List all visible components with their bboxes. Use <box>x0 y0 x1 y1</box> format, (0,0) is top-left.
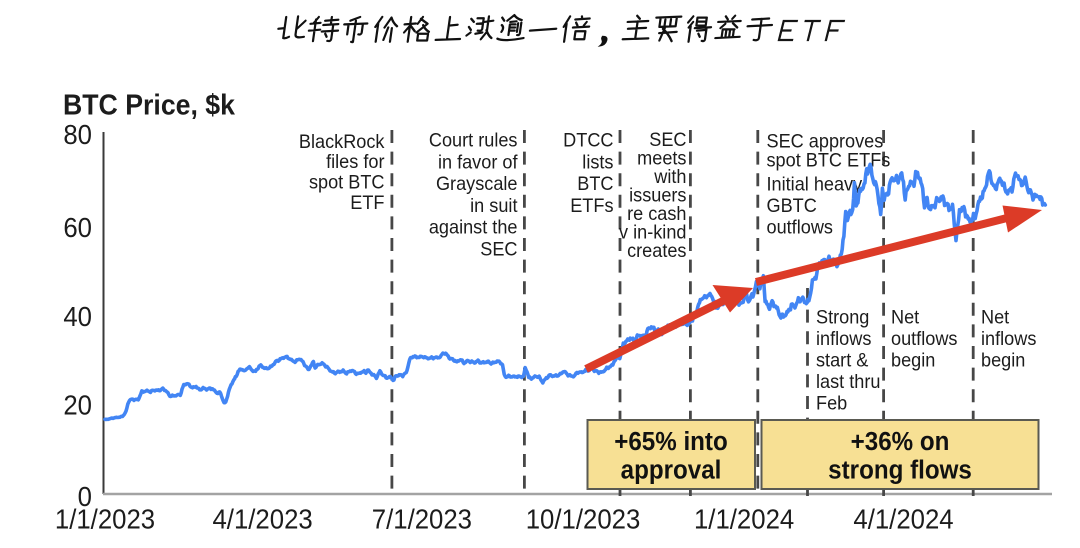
svg-text:BlackRock: BlackRock <box>299 130 385 152</box>
svg-text:DTCC: DTCC <box>563 129 613 151</box>
svg-text:creates: creates <box>627 240 686 262</box>
svg-text:40: 40 <box>63 301 92 332</box>
svg-text:20: 20 <box>63 390 92 421</box>
svg-text:inflows: inflows <box>981 327 1036 349</box>
svg-text:re cash: re cash <box>627 203 686 225</box>
svg-text:+65% into: +65% into <box>614 427 727 456</box>
svg-text:Net: Net <box>981 306 1010 328</box>
svg-text:Grayscale: Grayscale <box>436 172 518 194</box>
svg-text:inflows: inflows <box>816 327 871 349</box>
svg-text:80: 80 <box>63 119 92 150</box>
svg-text:4/1/2024: 4/1/2024 <box>853 504 953 535</box>
svg-text:meets: meets <box>637 147 686 169</box>
svg-text:ETFs: ETFs <box>570 194 613 216</box>
svg-text:1/1/2024: 1/1/2024 <box>694 504 794 535</box>
svg-text:against the: against the <box>429 216 518 238</box>
svg-text:begin: begin <box>891 349 935 371</box>
svg-text:spot BTC ETFs: spot BTC ETFs <box>767 149 891 171</box>
svg-text:v in-kind: v in-kind <box>619 221 686 243</box>
svg-text:SEC: SEC <box>480 238 517 260</box>
svg-text:with: with <box>653 166 686 188</box>
svg-text:lists: lists <box>582 151 613 173</box>
svg-text:Net: Net <box>891 306 920 328</box>
svg-text:SEC: SEC <box>649 129 686 151</box>
svg-text:files for: files for <box>326 151 384 173</box>
svg-text:spot BTC: spot BTC <box>309 171 385 193</box>
svg-text:0: 0 <box>78 481 92 512</box>
svg-text:ETF: ETF <box>350 191 384 213</box>
svg-text:BTC: BTC <box>577 173 613 195</box>
svg-text:in suit: in suit <box>470 194 518 216</box>
svg-text:Feb: Feb <box>816 392 847 414</box>
svg-text:7/1/2023: 7/1/2023 <box>372 504 472 535</box>
svg-text:in favor of: in favor of <box>438 151 518 173</box>
svg-text:SEC approves: SEC approves <box>767 130 884 152</box>
svg-text:Initial heavy: Initial heavy <box>767 173 863 195</box>
svg-text:outflows: outflows <box>891 327 957 349</box>
svg-text:+36% on: +36% on <box>851 427 950 456</box>
svg-text:strong flows: strong flows <box>828 456 972 485</box>
svg-text:start &: start & <box>816 349 869 371</box>
svg-text:10/1/2023: 10/1/2023 <box>526 504 641 535</box>
svg-text:outflows: outflows <box>767 216 833 238</box>
svg-text:1/1/2023: 1/1/2023 <box>55 504 155 535</box>
svg-text:BTC Price, $k: BTC Price, $k <box>63 88 235 120</box>
svg-text:issuers: issuers <box>629 184 686 206</box>
svg-text:Strong: Strong <box>816 306 869 328</box>
svg-text:last thru: last thru <box>816 370 880 392</box>
svg-text:Court rules: Court rules <box>429 129 518 151</box>
svg-text:GBTC: GBTC <box>767 194 817 216</box>
svg-text:approval: approval <box>621 456 722 485</box>
svg-text:4/1/2023: 4/1/2023 <box>212 504 312 535</box>
svg-text:begin: begin <box>981 349 1025 371</box>
svg-text:60: 60 <box>63 212 92 243</box>
